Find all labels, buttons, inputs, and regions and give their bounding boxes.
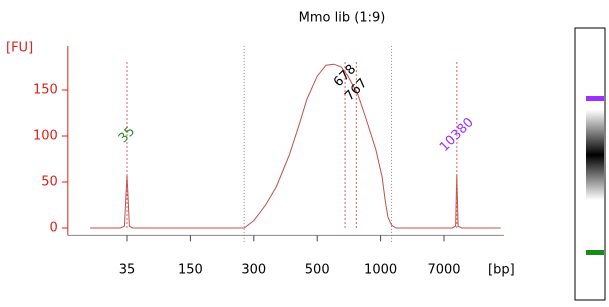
x-tick-label: 7000 (427, 263, 460, 278)
gel-lane (575, 28, 605, 300)
chart-title: Mmo lib (1:9) (299, 11, 386, 26)
chart: Mmo lib (1:9) [FU] [bp] 0 50 100 150 35 150 30… (0, 0, 609, 307)
peak-label: 10380 (437, 115, 477, 155)
x-tick-label: 500 (305, 263, 330, 278)
peak-label: 35 (116, 124, 138, 146)
x-tick-label: 1000 (364, 263, 397, 278)
x-axis-label: [bp] (488, 263, 515, 278)
y-tick-label: 50 (41, 175, 58, 190)
y-tick-label: 150 (33, 83, 58, 98)
y-tick-label: 0 (50, 221, 58, 236)
x-tick-label: 300 (241, 263, 266, 278)
x-tick-label: 150 (178, 263, 203, 278)
x-tick-label: 35 (119, 263, 136, 278)
y-tick-label: 100 (33, 129, 58, 144)
y-axis-label: [FU] (6, 41, 33, 56)
